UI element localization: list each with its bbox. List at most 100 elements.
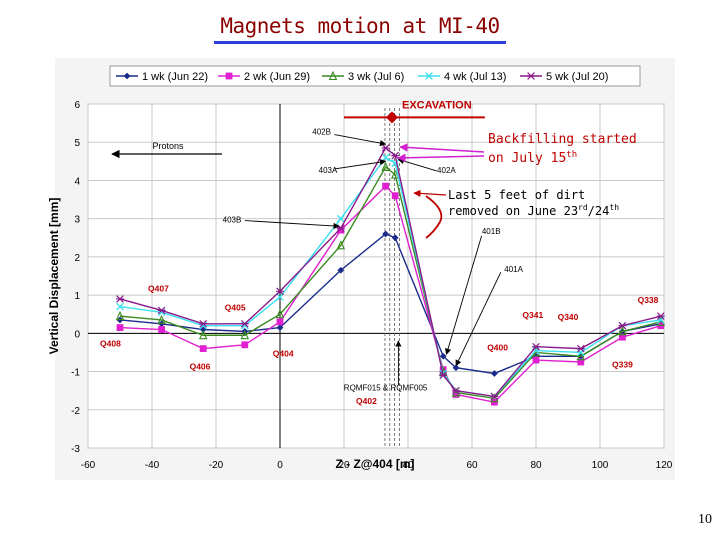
data-point	[337, 266, 345, 274]
point-label: 401A	[504, 265, 523, 274]
arrow-402b	[334, 134, 387, 147]
magnet-label: Q402	[356, 396, 377, 406]
data-point	[452, 386, 460, 395]
data-point	[116, 302, 124, 311]
x-tick-label: 120	[656, 460, 673, 471]
protons-label: Protons	[152, 141, 184, 151]
data-point	[336, 240, 346, 250]
y-tick-label: 4	[74, 176, 80, 187]
dirt-note-sup1: rd	[578, 203, 588, 212]
legend: 1 wk (Jun 22) 2 wk (Jun 29) 3 wk (Jul 6) 4 …	[109, 65, 641, 87]
magnet-label: Q407	[148, 283, 169, 293]
data-point	[115, 310, 125, 321]
magnet-label: Q339	[612, 360, 633, 370]
series-5	[116, 144, 665, 401]
y-axis-label: Vertical Displacement [mm]	[47, 198, 61, 355]
x-tick-label: -40	[145, 460, 160, 471]
excavation-diamond	[386, 111, 398, 124]
backfill-note-line2: on July 15th	[488, 150, 577, 166]
magnet-label: Q404	[273, 348, 294, 358]
data-point	[391, 234, 399, 242]
arrow-401a	[455, 271, 502, 367]
data-point	[425, 72, 433, 80]
data-point	[276, 324, 284, 331]
y-tick-label: 1	[74, 291, 80, 302]
x-axis-label: Z - Z@404 [m]	[335, 457, 414, 471]
data-point	[382, 230, 389, 238]
magnet-label: Q408	[100, 339, 121, 349]
legend-entry: 4 wk (Jul 13)	[418, 71, 506, 83]
data-point	[656, 312, 665, 320]
dirt-bracket	[425, 195, 443, 239]
x-tick-label: 100	[592, 460, 609, 471]
magnet-label: Q338	[638, 295, 659, 305]
data-point	[241, 341, 249, 349]
legend-entry: 3 wk (Jul 6)	[322, 70, 404, 83]
backfill-arrow-2	[397, 153, 485, 163]
backfill-note-line1: Backfilling started	[488, 132, 637, 147]
legend-label: 3 wk (Jul 6)	[348, 71, 404, 83]
y-tick-label: 6	[74, 100, 80, 111]
dirt-note-pre: removed on June 23	[448, 204, 578, 218]
x-tick-label: 60	[466, 460, 478, 471]
point-label: 401B	[482, 227, 501, 236]
data-point	[452, 364, 460, 372]
magnet-label: Q405	[225, 302, 246, 312]
data-point	[157, 306, 166, 315]
data-point	[158, 326, 165, 333]
y-tick-label: 0	[74, 329, 80, 340]
point-label: 402A	[437, 166, 456, 175]
data-point	[275, 309, 285, 319]
data-point	[199, 345, 207, 353]
data-point	[577, 358, 585, 366]
backfill-arrow-1	[399, 143, 485, 153]
legend-entry: 1 wk (Jun 22)	[116, 71, 208, 83]
slide-title: Magnets motion at MI-40	[0, 14, 720, 44]
data-point	[618, 326, 627, 336]
data-point	[532, 356, 540, 364]
legend-box	[109, 65, 641, 87]
legend-label: 5 wk (Jul 20)	[546, 71, 608, 83]
legend-label: 4 wk (Jul 13)	[444, 71, 506, 83]
data-point	[381, 161, 390, 172]
point-label: 402B	[312, 128, 331, 137]
x-tick-label: 20	[338, 460, 350, 471]
x-tick-label: -20	[209, 460, 224, 471]
axes: -3 -2 -1 0 1 2 3 4 5 6 -60 -40 -20 0 20 40 60 80 100 120	[71, 100, 673, 471]
dirt-note-line2: removed on June 23rd/24th	[448, 203, 619, 218]
data-point	[157, 314, 166, 324]
data-point	[276, 293, 284, 301]
x-tick-label: 0	[277, 460, 283, 471]
legend-label: 1 wk (Jun 22)	[142, 71, 208, 83]
arrow-403a	[334, 159, 387, 170]
point-label: RQMF015 & RQMF005	[344, 384, 428, 393]
zero-line	[88, 104, 664, 448]
magnet-label: Q340	[558, 312, 579, 322]
y-tick-label: 2	[74, 253, 80, 264]
data-point	[116, 324, 124, 331]
backfill-note-line2-text: on July 15	[488, 151, 566, 166]
arrow-403b	[244, 220, 340, 230]
data-point	[276, 318, 284, 326]
data-point	[337, 226, 345, 234]
data-point	[240, 330, 250, 340]
y-tick-label: 5	[74, 138, 80, 149]
dirt-note-line1: Last 5 feet of dirt	[448, 188, 585, 202]
data-point	[116, 295, 124, 303]
data-point	[491, 370, 498, 377]
data-point	[336, 214, 345, 223]
series-3	[115, 161, 666, 403]
x-tick-label: 80	[530, 460, 542, 471]
data-point	[532, 342, 540, 351]
magnet-label: Q400	[487, 343, 508, 353]
legend-label: 2 wk (Jun 29)	[244, 71, 310, 83]
point-label: 403A	[319, 166, 338, 175]
series-group	[115, 144, 666, 406]
plot-area	[87, 103, 665, 449]
data-point	[439, 352, 447, 360]
data-point	[390, 169, 400, 179]
data-point	[490, 392, 499, 401]
dirt-note-sup2: th	[609, 203, 619, 212]
y-tick-label: -1	[71, 368, 80, 379]
